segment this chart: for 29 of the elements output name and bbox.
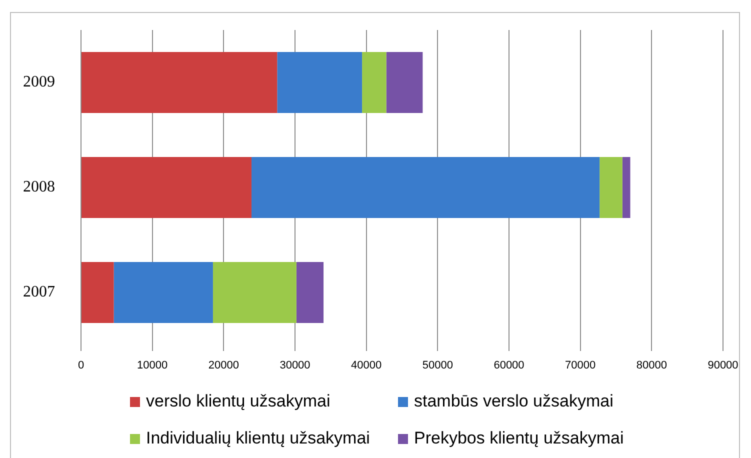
bar: [212, 262, 296, 323]
x-tick-label: 80000: [636, 360, 667, 372]
x-tick-label: 70000: [565, 360, 596, 372]
legend-label: Individualių klientų užsakymai: [146, 428, 370, 448]
legend-label: stambūs verslo užsakymai: [414, 392, 614, 411]
bar: [82, 52, 278, 113]
bar: [277, 52, 362, 113]
bar: [82, 262, 114, 323]
bar: [622, 157, 630, 218]
bar: [82, 157, 252, 218]
x-tick-label: 50000: [422, 360, 453, 372]
x-tick-label: 20000: [208, 360, 239, 372]
bar: [386, 52, 423, 113]
bar: [296, 262, 324, 323]
legend-label: verslo klientų užsakymai: [146, 392, 330, 411]
bar: [362, 52, 386, 113]
x-tick-label: 40000: [351, 360, 382, 372]
x-tick-label: 0: [78, 360, 84, 372]
y-tick-label: 2009: [23, 74, 55, 91]
y-tick-label: 2008: [23, 178, 55, 196]
legend-label: Prekybos klientų užsakymai: [414, 428, 624, 448]
x-tick-label: 90000: [708, 360, 738, 372]
bar: [251, 157, 600, 218]
x-tick-label: 30000: [280, 360, 310, 372]
bar: [600, 157, 622, 218]
x-tick-label: 60000: [494, 360, 524, 372]
y-tick-label: 2007: [23, 284, 55, 301]
x-tick-label: 10000: [137, 360, 168, 372]
bar: [114, 262, 213, 323]
